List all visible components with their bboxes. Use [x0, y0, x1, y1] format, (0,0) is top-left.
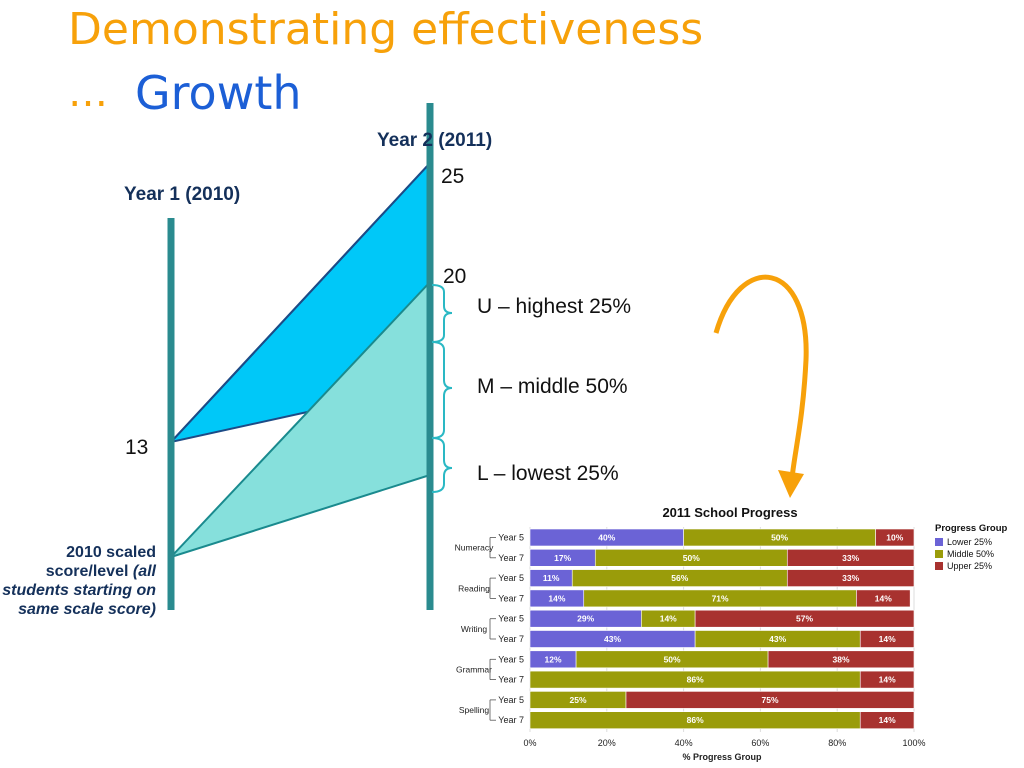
year2-score-25: 25	[441, 165, 465, 188]
x-axis-label: % Progress Group	[682, 752, 762, 762]
note-italic: (all students starting on same scale sco…	[2, 563, 156, 618]
x-tick-label: 0%	[523, 738, 536, 748]
bar-segment	[767, 650, 915, 669]
category-label: Year 5	[498, 573, 524, 583]
bar-data-label: 50%	[683, 553, 700, 563]
bar-data-label: 33%	[842, 553, 859, 563]
bar-data-label: 11%	[543, 573, 560, 583]
band-upper-label: U – highest 25%	[477, 295, 632, 318]
group-label: Numeracy	[455, 543, 494, 553]
bar-data-label: 14%	[879, 675, 896, 685]
category-label: Year 7	[498, 553, 524, 563]
year1-score: 13	[125, 436, 149, 459]
bar-data-label: 14%	[548, 593, 565, 603]
group-label: Reading	[458, 583, 490, 593]
group-label: Grammar	[456, 664, 492, 674]
middle-band-brace	[431, 341, 453, 439]
x-tick-label: 60%	[751, 738, 769, 748]
legend-item-upper: Upper 25%	[935, 560, 1007, 572]
bar-segment	[625, 691, 915, 709]
bar-segment	[786, 569, 915, 587]
bar-data-label: 71%	[712, 593, 729, 603]
category-label: Year 5	[498, 695, 524, 705]
bar-data-label: 57%	[796, 614, 813, 624]
category-label: Year 7	[498, 593, 524, 603]
bar-data-label: 12%	[545, 654, 562, 664]
bar-data-label: 86%	[687, 715, 704, 725]
bar-segment	[859, 630, 915, 648]
title-growth: Growth	[135, 66, 302, 120]
year2-label: Year 2 (2011)	[377, 130, 493, 151]
bar-segment	[875, 528, 915, 547]
group-label: Spelling	[459, 705, 490, 715]
band-middle-label: M – middle 50%	[477, 375, 628, 398]
bar-data-label: 38%	[833, 654, 850, 664]
bar-data-label: 14%	[660, 614, 677, 624]
x-tick-label: 20%	[598, 738, 616, 748]
bar-data-label: 17%	[554, 553, 571, 563]
curved-arrow	[713, 274, 809, 479]
category-label: Year 7	[498, 715, 524, 725]
bar-data-label: 43%	[604, 634, 621, 644]
year2-score-20: 20	[443, 265, 467, 288]
bar-data-label: 25%	[569, 695, 586, 705]
bar-segment	[859, 711, 915, 729]
bar-segment	[859, 670, 915, 689]
starting-score-note: 2010 scaled score/level (all students st…	[0, 543, 156, 619]
year1-label: Year 1 (2010)	[124, 184, 241, 205]
lower-band-brace	[431, 437, 453, 493]
legend-item-lower: Lower 25%	[935, 536, 1007, 548]
legend-label-upper: Upper 25%	[947, 561, 993, 571]
bar-segment	[786, 548, 915, 567]
bar-data-label: 14%	[879, 634, 896, 644]
progress-chart: 0% 20% 40% 60% 80% 100% % Progress Group Year 5…	[455, 527, 926, 762]
growth-line-upper	[170, 162, 431, 443]
bar-data-label: 86%	[687, 675, 704, 685]
legend-title: Progress Group	[935, 523, 1008, 534]
note-bold: 2010 scaled score/level	[45, 544, 156, 580]
legend-item-middle: Middle 50%	[935, 548, 1007, 560]
slide-title: Demonstrating effectiveness	[68, 4, 704, 55]
legend-label-middle: Middle 50%	[947, 549, 995, 559]
bar-data-label: 40%	[598, 533, 615, 543]
upper-band-brace	[431, 284, 453, 343]
bar-data-label: 50%	[771, 533, 788, 543]
bar-data-label: 43%	[769, 634, 786, 644]
bar-data-label: 10%	[886, 533, 903, 543]
bar-data-label: 33%	[842, 573, 859, 583]
category-label: Year 5	[498, 614, 524, 624]
x-tick-label: 40%	[675, 738, 693, 748]
x-tick-label: 100%	[902, 738, 925, 748]
group-label: Writing	[461, 624, 488, 634]
band-lower-label: L – lowest 25%	[477, 462, 619, 485]
chart-title: 2011 School Progress	[662, 505, 798, 520]
bar-data-label: 14%	[879, 715, 896, 725]
legend-label-lower: Lower 25%	[947, 537, 993, 547]
bar-data-label: 56%	[671, 573, 688, 583]
arrow-head	[778, 470, 804, 498]
title-ellipsis: …	[68, 70, 108, 116]
category-label: Year 5	[498, 654, 524, 664]
bar-segment	[856, 589, 911, 608]
bar-segment	[694, 609, 915, 628]
bar-data-label: 75%	[761, 695, 778, 705]
category-label: Year 5	[498, 533, 524, 543]
category-label: Year 7	[498, 634, 524, 644]
chart-legend: Progress Group Lower 25% Middle 50% Uppe…	[935, 523, 1007, 572]
bar-data-label: 29%	[577, 614, 594, 624]
bar-data-label: 50%	[664, 654, 681, 664]
bar-data-label: 14%	[875, 593, 892, 603]
category-label: Year 7	[498, 675, 524, 685]
x-tick-label: 80%	[828, 738, 846, 748]
